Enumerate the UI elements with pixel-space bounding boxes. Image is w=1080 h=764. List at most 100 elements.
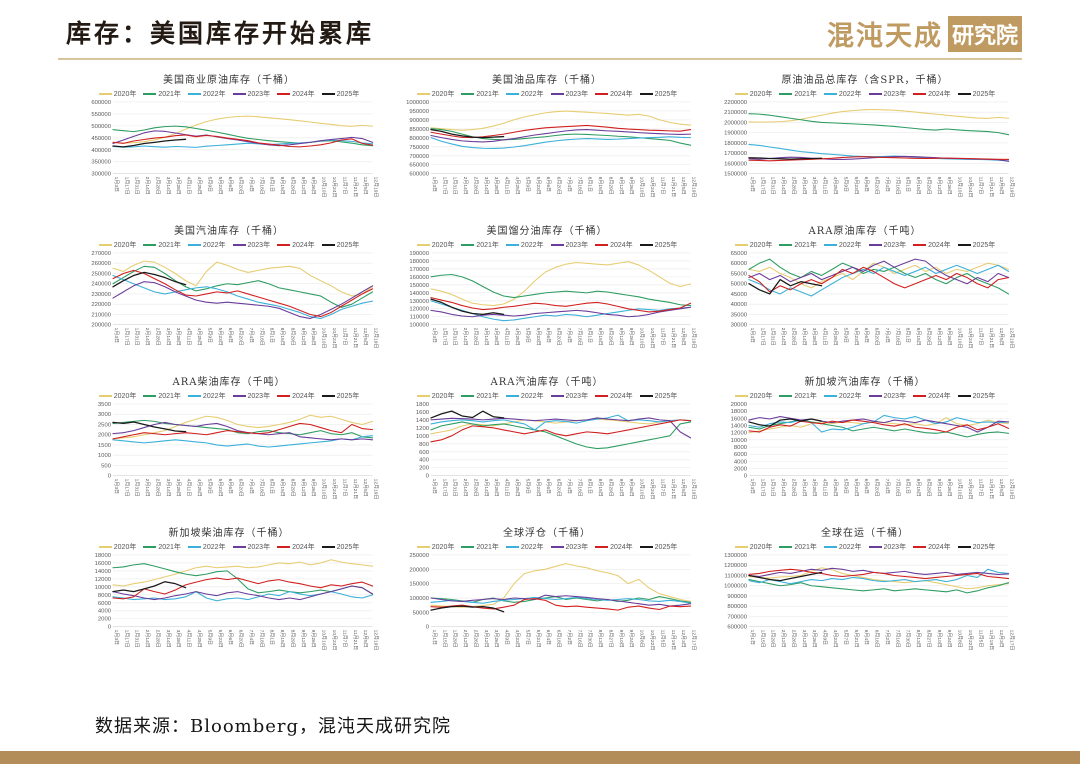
svg-text:5月23日: 5月23日: [535, 479, 541, 497]
legend-item: 2025年: [957, 391, 995, 401]
legend-item: 2022年: [187, 89, 226, 99]
svg-text:8月1日: 8月1日: [269, 328, 275, 343]
svg-text:2月28日: 2月28日: [472, 328, 478, 346]
data-source: 数据来源：Bloomberg，混沌天成研究院: [95, 716, 452, 737]
svg-text:12月19日: 12月19日: [373, 479, 379, 500]
svg-text:1月17日: 1月17日: [441, 479, 447, 497]
legend-item: 2024年: [595, 542, 633, 552]
svg-text:300000: 300000: [91, 172, 111, 178]
legend-line-swatch-icon: [550, 92, 564, 95]
chart-plot: 30000 35000 40000 45000 50000 55000 60000 65000…: [731, 251, 1015, 349]
legend-item: 2021年: [461, 240, 499, 250]
legend-label: 2020年: [749, 241, 773, 249]
svg-text:6月20日: 6月20日: [556, 177, 562, 195]
svg-text:230000: 230000: [91, 292, 111, 298]
svg-text:8月1日: 8月1日: [269, 630, 275, 645]
svg-text:11月7日: 11月7日: [977, 479, 983, 497]
svg-text:12月19日: 12月19日: [1009, 479, 1015, 500]
chart-plot: 0 50000 100000 150000 200000 250000 1月1日 1月15日 1…: [409, 553, 696, 651]
svg-text:2500: 2500: [98, 422, 112, 428]
legend-item: 2022年: [823, 391, 862, 401]
svg-text:1月31日: 1月31日: [770, 479, 776, 497]
svg-text:10月24日: 10月24日: [331, 177, 337, 198]
svg-text:50000: 50000: [731, 282, 748, 288]
svg-text:10月24日: 10月24日: [649, 177, 655, 198]
svg-text:250000: 250000: [91, 271, 111, 277]
svg-text:900000: 900000: [409, 118, 429, 124]
legend-label: 2025年: [972, 90, 996, 98]
legend-label: 2022年: [520, 90, 544, 98]
svg-text:850000: 850000: [409, 127, 429, 133]
svg-text:6月20日: 6月20日: [874, 177, 880, 195]
svg-text:3月28日: 3月28日: [175, 328, 181, 346]
chart-3: 原油油品总库存（含SPR，千桶） 2020年 2021年 2022年 2023年 2024…: [712, 74, 1018, 223]
chart-title: ARA柴油库存（千吨）: [172, 377, 286, 388]
svg-text:4月11日: 4月11日: [504, 177, 510, 195]
legend-item: 2021年: [779, 391, 817, 401]
svg-text:1月3日: 1月3日: [431, 479, 437, 494]
legend-item: 2024年: [913, 89, 951, 99]
legend-line-swatch-icon: [505, 92, 519, 95]
svg-text:0: 0: [426, 474, 430, 480]
legend-item: 2024年: [913, 240, 951, 250]
svg-text:6月4日: 6月4日: [545, 630, 551, 645]
svg-text:7月4日: 7月4日: [248, 328, 254, 343]
svg-text:3月28日: 3月28日: [175, 479, 181, 497]
svg-text:7月18日: 7月18日: [258, 479, 264, 497]
chart-plot: 0 2000 4000 6000 8000 10000 12000 14000 16000 180…: [95, 553, 379, 651]
legend-label: 2020年: [431, 90, 455, 98]
svg-text:3月14日: 3月14日: [801, 177, 807, 195]
legend-label: 2022年: [202, 90, 226, 98]
svg-text:600000: 600000: [727, 625, 747, 631]
svg-text:8月29日: 8月29日: [289, 630, 295, 648]
svg-text:12月17日: 12月17日: [1009, 630, 1015, 651]
svg-text:10月10日: 10月10日: [321, 177, 327, 198]
svg-text:2月26日: 2月26日: [472, 630, 478, 648]
legend-label: 2021年: [794, 392, 817, 400]
svg-text:210000: 210000: [91, 312, 111, 318]
legend-label: 2021年: [476, 543, 499, 551]
legend-label: 2023年: [565, 392, 589, 400]
svg-text:10月24日: 10月24日: [967, 328, 973, 349]
svg-text:8月1日: 8月1日: [905, 328, 911, 343]
svg-text:1500: 1500: [98, 443, 112, 449]
svg-text:1月3日: 1月3日: [113, 328, 119, 343]
legend-line-swatch-icon: [232, 243, 246, 246]
legend-line-swatch-icon: [595, 394, 609, 397]
chart-plot: 600000 700000 800000 900000 1000000 1100000 12…: [724, 553, 1015, 651]
svg-text:12月5日: 12月5日: [362, 177, 368, 195]
svg-text:400000: 400000: [91, 148, 111, 154]
legend-label: 2022年: [202, 543, 226, 551]
legend-item: 2023年: [232, 391, 270, 401]
svg-text:500: 500: [101, 463, 112, 469]
svg-text:7月4日: 7月4日: [566, 479, 572, 494]
logo-badge: 研究院: [947, 15, 1022, 52]
legend-label: 2022年: [520, 543, 544, 551]
svg-text:3月28日: 3月28日: [811, 479, 817, 497]
chart-title: 新加坡汽油库存（千桶）: [804, 377, 926, 388]
chart-6: ARA原油库存（千吨） 2020年 2021年 2022年 2023年 2024年 2025…: [712, 225, 1018, 374]
svg-text:4000: 4000: [734, 459, 748, 465]
svg-text:8000: 8000: [734, 445, 748, 451]
svg-text:4月25日: 4月25日: [514, 177, 520, 195]
legend-line-swatch-icon: [913, 545, 927, 548]
svg-text:3月12日: 3月12日: [801, 630, 807, 648]
svg-text:4月11日: 4月11日: [186, 630, 192, 648]
svg-text:1900000: 1900000: [724, 131, 748, 137]
svg-text:120000: 120000: [409, 307, 429, 313]
chart-legend: 2020年 2021年 2022年 2023年 2024年 2025年: [76, 390, 382, 401]
svg-text:10月24日: 10月24日: [331, 630, 337, 651]
svg-text:1300000: 1300000: [724, 553, 748, 559]
svg-text:11月7日: 11月7日: [977, 177, 983, 195]
legend-item: 2022年: [823, 89, 862, 99]
legend-line-swatch-icon: [779, 243, 793, 246]
svg-text:60000: 60000: [731, 261, 748, 267]
legend-label: 2024年: [928, 241, 951, 249]
chart-plot: 1500000 1600000 1700000 1800000 1900000 20000…: [724, 100, 1014, 198]
legend-line-swatch-icon: [913, 243, 927, 246]
svg-text:5月9日: 5月9日: [842, 479, 848, 494]
legend-item: 2020年: [98, 89, 136, 99]
svg-text:5月23日: 5月23日: [535, 328, 541, 346]
svg-text:8月1日: 8月1日: [269, 479, 275, 494]
